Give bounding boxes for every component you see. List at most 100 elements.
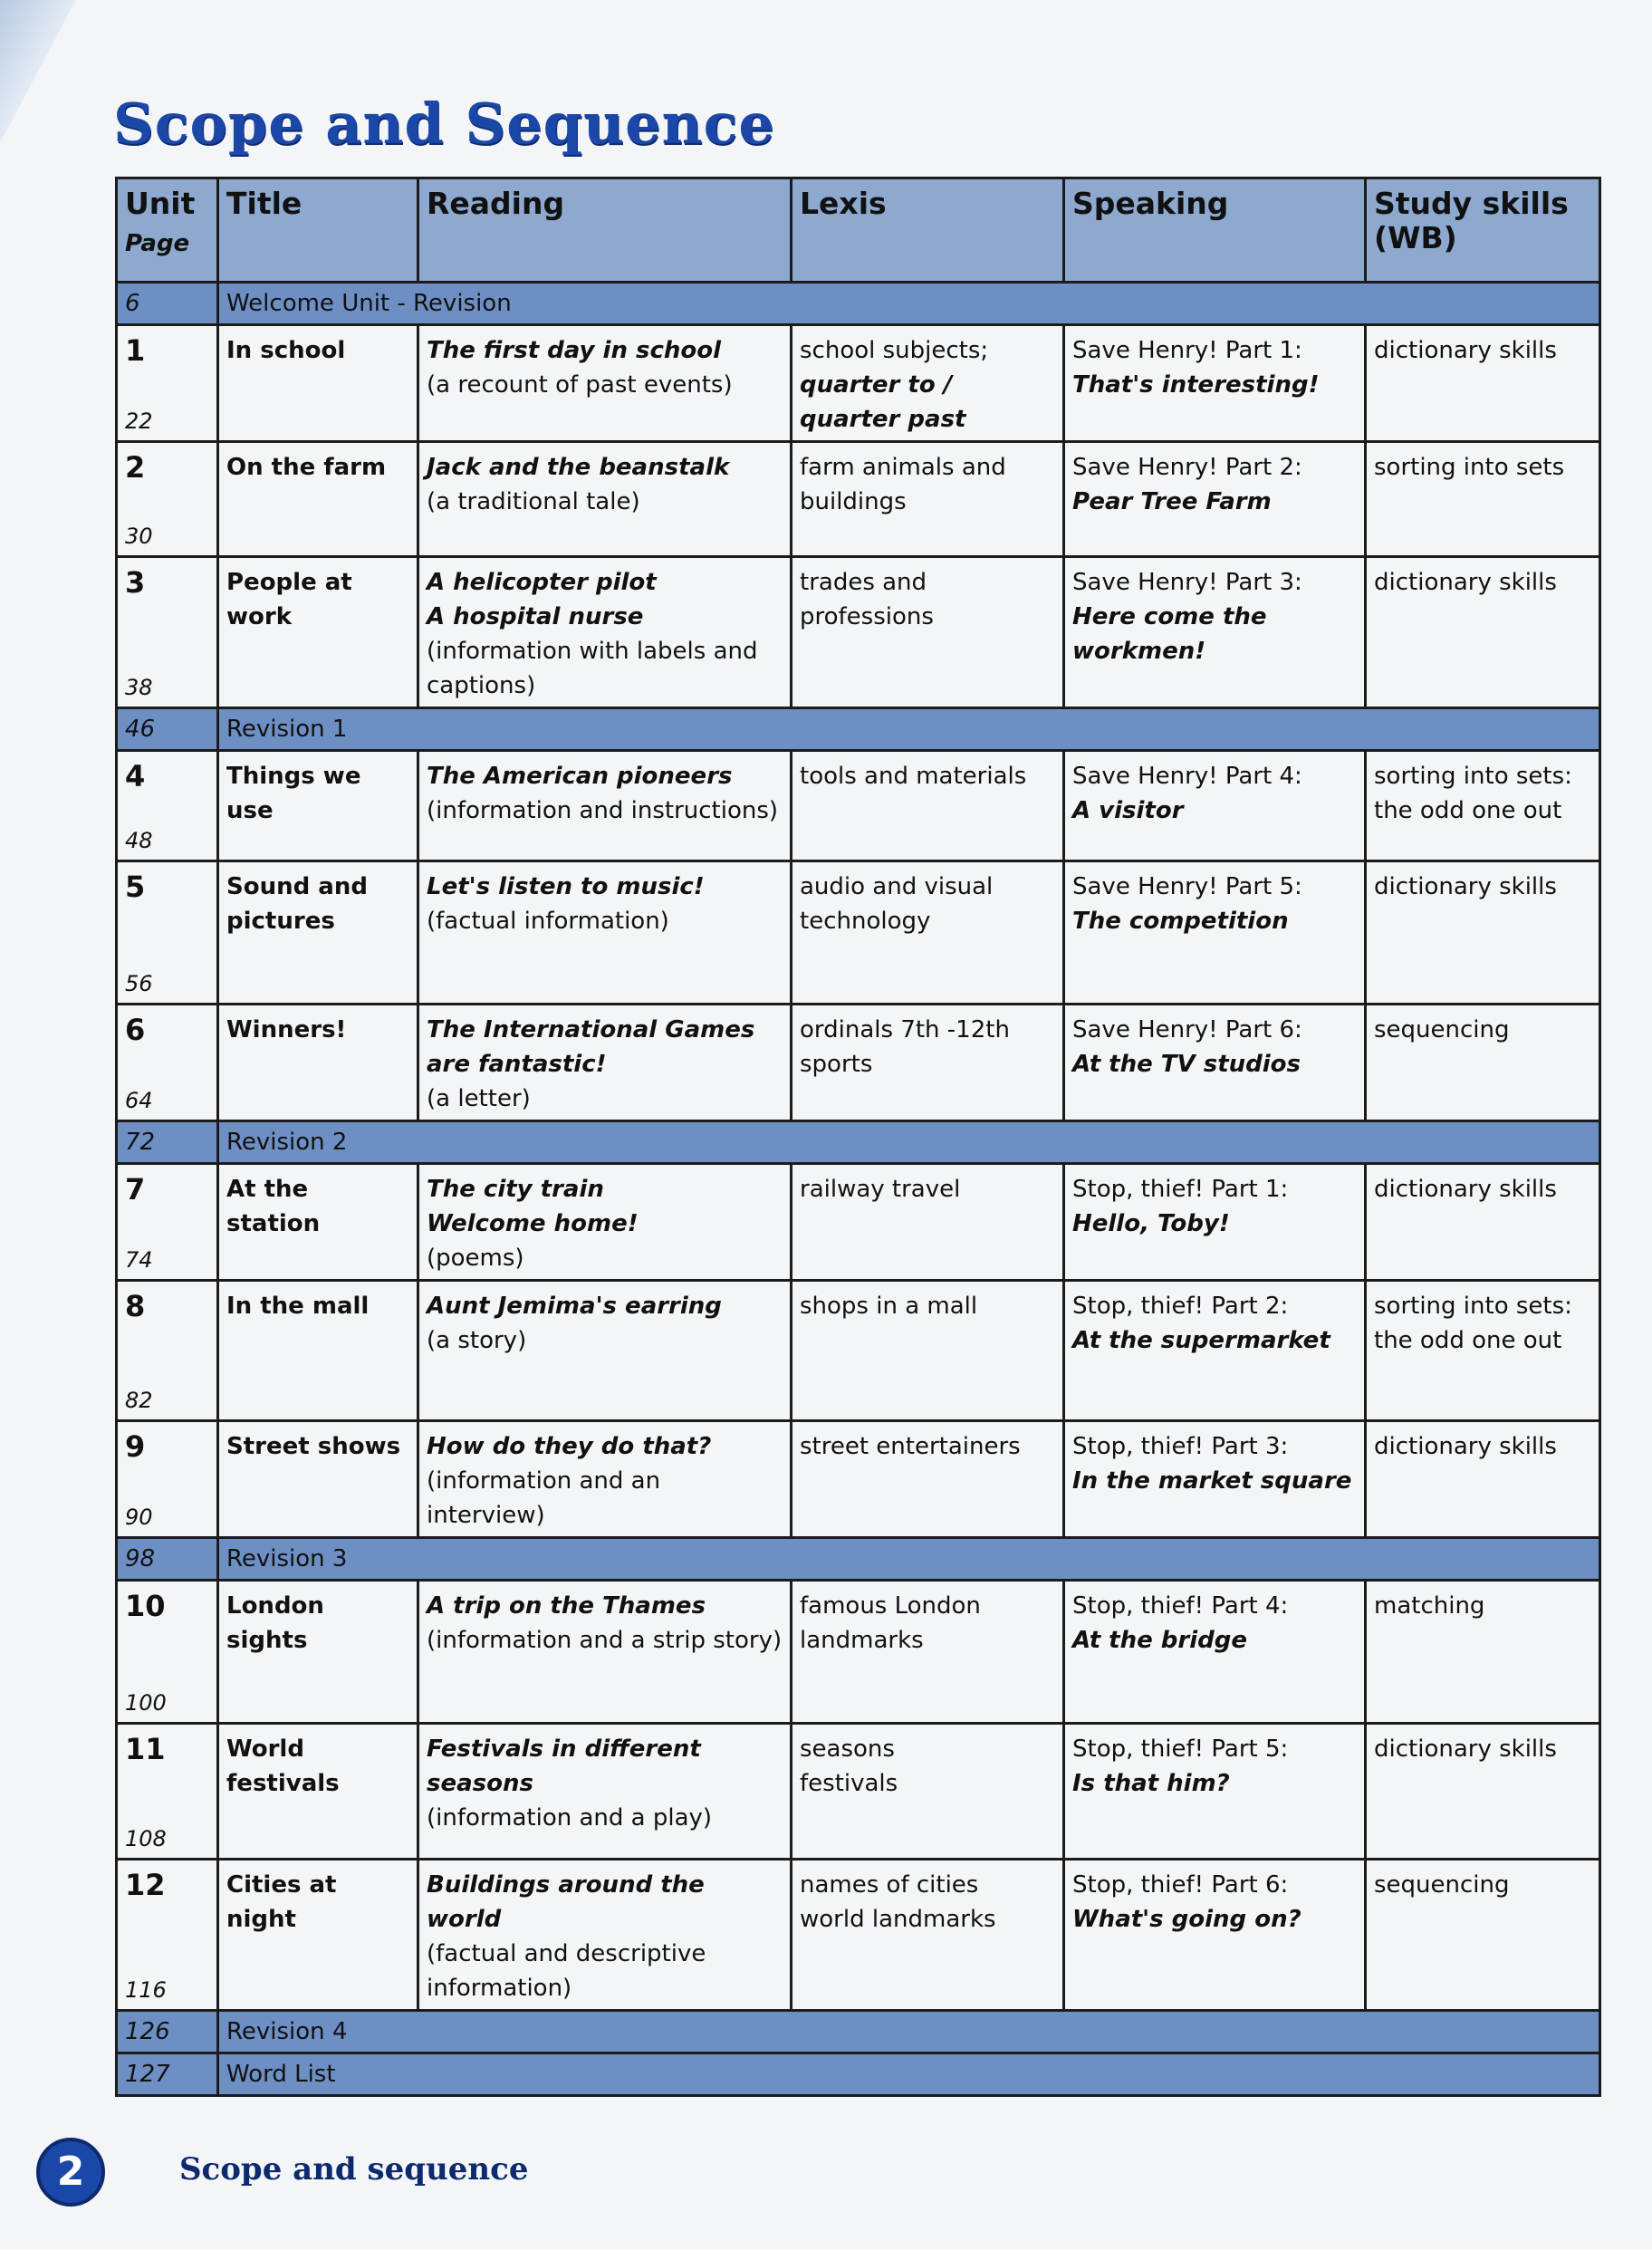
unit-row: 4 48 Things we use The American pioneers (in… [115, 749, 1601, 862]
unit-page: 56 [125, 971, 153, 996]
speaking-cell: Stop, thief! Part 4: At the bridge [1062, 1579, 1367, 1725]
reading-line: (information and a play) [427, 1804, 713, 1832]
lexis-cell: names of cities world landmarks [790, 1858, 1065, 2012]
reading-line: (information and an interview) [427, 1467, 661, 1529]
speaking-line: Save Henry! Part 1: [1072, 337, 1302, 364]
title-cell: Sound and pictures [216, 860, 419, 1005]
section-label: Word List [216, 2052, 1601, 2097]
speaking-line: What's going on? [1072, 1906, 1301, 1933]
speaking-line: Is that him? [1072, 1770, 1230, 1797]
unit-cell: 7 74 [115, 1162, 219, 1282]
speaking-line: Save Henry! Part 6: [1072, 1016, 1302, 1043]
unit-cell: 3 38 [115, 555, 219, 709]
speaking-cell: Save Henry! Part 4: A visitor [1062, 749, 1367, 862]
unit-number: 4 [125, 759, 146, 793]
reading-line: (information with labels and captions) [427, 638, 758, 699]
header-reading: Reading [417, 177, 792, 284]
header-unit: Unit Page [115, 177, 219, 284]
title-line: Winners! [226, 1016, 347, 1043]
study-skills-cell: matching [1364, 1579, 1601, 1725]
reading-cell: How do they do that? (information and an … [417, 1419, 792, 1539]
scope-sequence-table: Unit Page Title Reading Lexis Speaking St… [115, 177, 1601, 2097]
unit-number: 6 [125, 1013, 146, 1047]
lexis-line: festivals [800, 1770, 898, 1797]
unit-cell: 1 22 [115, 323, 219, 443]
unit-row: 1 22 In school The first day in school (a re… [115, 323, 1601, 443]
lexis-line: street entertainers [800, 1433, 1021, 1460]
section-page: 127 [115, 2052, 219, 2097]
study-skills-cell: dictionary skills [1364, 323, 1601, 443]
lexis-line: trades and professions [800, 569, 934, 630]
reading-line: Let's listen to music! [427, 873, 705, 900]
title-line: On the farm [226, 454, 387, 481]
speaking-cell: Stop, thief! Part 2: At the supermarket [1062, 1279, 1367, 1422]
header-lexis: Lexis [790, 177, 1065, 284]
header-title: Title [216, 177, 419, 284]
title-line: At the station [226, 1176, 321, 1237]
unit-page: 82 [125, 1388, 153, 1413]
lexis-cell: trades and professions [790, 555, 1065, 709]
unit-row: 12 116 Cities at night Buildings around the… [115, 1858, 1601, 2012]
reading-line: A hospital nurse [427, 603, 644, 630]
reading-line: (information and instructions) [427, 797, 779, 824]
speaking-line: Stop, thief! Part 3: [1072, 1433, 1289, 1460]
section-row: 72 Revision 2 [115, 1120, 1601, 1165]
title-cell: Things we use [216, 749, 419, 862]
reading-line: The city train [427, 1176, 604, 1203]
unit-row: 5 56 Sound and pictures Let's listen to mus… [115, 860, 1601, 1005]
title-line: Street shows [226, 1433, 401, 1460]
unit-cell: 11 108 [115, 1722, 219, 1861]
study-skills-cell: dictionary skills [1364, 860, 1601, 1005]
speaking-cell: Save Henry! Part 5: The competition [1062, 860, 1367, 1005]
unit-cell: 2 30 [115, 440, 219, 558]
section-label: Revision 2 [216, 1120, 1601, 1165]
study-skills-cell: sorting into sets [1364, 440, 1601, 558]
title-cell: Street shows [216, 1419, 419, 1539]
header-speaking: Speaking [1062, 177, 1367, 284]
reading-cell: Aunt Jemima's earring (a story) [417, 1279, 792, 1422]
unit-number: 3 [125, 565, 146, 600]
lexis-cell: tools and materials [790, 749, 1065, 862]
section-page: 6 [115, 281, 219, 326]
speaking-line: Stop, thief! Part 4: [1072, 1592, 1289, 1620]
reading-line: Jack and the beanstalk [427, 454, 730, 481]
unit-number: 12 [125, 1868, 166, 1902]
reading-line: The first day in school [427, 337, 722, 364]
unit-number: 11 [125, 1732, 166, 1766]
lexis-line: seasons [800, 1736, 895, 1763]
lexis-cell: railway travel [790, 1162, 1065, 1282]
title-cell: World festivals [216, 1722, 419, 1861]
unit-page: 30 [125, 524, 153, 549]
section-page: 98 [115, 1536, 219, 1582]
speaking-line: Stop, thief! Part 6: [1072, 1871, 1289, 1899]
reading-line: (a traditional tale) [427, 488, 640, 515]
unit-number: 7 [125, 1172, 146, 1207]
lexis-line: shops in a mall [800, 1293, 978, 1320]
reading-line: Aunt Jemima's earring [427, 1293, 722, 1320]
unit-number: 9 [125, 1429, 146, 1464]
section-page: 126 [115, 2009, 219, 2054]
unit-row: 6 64 Winners! The International Games are f… [115, 1003, 1601, 1122]
study-skills-cell: sorting into sets: the odd one out [1364, 1279, 1601, 1422]
unit-cell: 8 82 [115, 1279, 219, 1422]
study-skills-cell: dictionary skills [1364, 1162, 1601, 1282]
unit-page: 108 [125, 1826, 167, 1851]
reading-cell: Festivals in different seasons (informati… [417, 1722, 792, 1861]
title-cell: Cities at night [216, 1858, 419, 2012]
unit-page: 38 [125, 675, 153, 700]
speaking-cell: Save Henry! Part 1: That's interesting! [1062, 323, 1367, 443]
unit-row: 10 100 London sights A trip on the Thames (i… [115, 1579, 1601, 1725]
speaking-line: Save Henry! Part 2: [1072, 454, 1302, 481]
lexis-line: ordinals 7th -12th [800, 1016, 1010, 1043]
unit-page: 48 [125, 828, 153, 853]
unit-page: 22 [125, 409, 153, 434]
unit-cell: 4 48 [115, 749, 219, 862]
unit-number: 8 [125, 1289, 146, 1323]
lexis-line: names of cities [800, 1871, 979, 1899]
study-skills-cell: sequencing [1364, 1858, 1601, 2012]
reading-cell: A trip on the Thames (information and a s… [417, 1579, 792, 1725]
unit-page: 74 [125, 1247, 153, 1273]
lexis-line: audio and visual technology [800, 873, 994, 935]
study-skills-cell: dictionary skills [1364, 1722, 1601, 1861]
section-row: 6 Welcome Unit - Revision [115, 281, 1601, 326]
